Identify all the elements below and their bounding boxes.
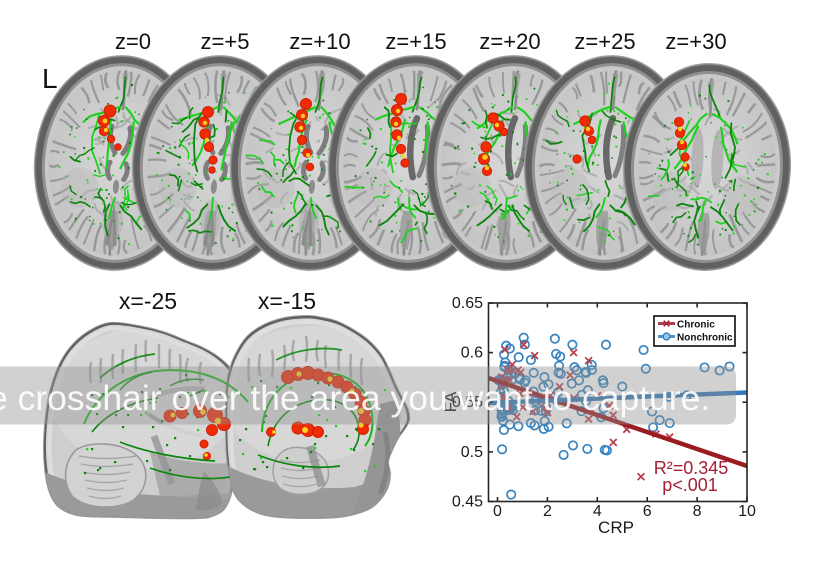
svg-text:Nonchronic: Nonchronic bbox=[677, 333, 733, 344]
svg-text:z=+25: z=+25 bbox=[574, 29, 635, 54]
svg-text:4: 4 bbox=[593, 503, 602, 520]
svg-text:0.55: 0.55 bbox=[452, 394, 483, 411]
svg-text:0: 0 bbox=[493, 503, 502, 520]
svg-text:z=+20: z=+20 bbox=[479, 29, 540, 54]
svg-text:0.6: 0.6 bbox=[461, 345, 483, 362]
svg-text:0.45: 0.45 bbox=[452, 494, 483, 511]
svg-text:2: 2 bbox=[543, 503, 552, 520]
svg-text:L: L bbox=[42, 63, 58, 94]
svg-text:Chronic: Chronic bbox=[677, 320, 715, 331]
svg-text:CRP: CRP bbox=[598, 518, 634, 537]
svg-text:z=+15: z=+15 bbox=[385, 29, 446, 54]
svg-text:z=0: z=0 bbox=[115, 29, 151, 54]
svg-text:8: 8 bbox=[693, 503, 702, 520]
svg-text:0.65: 0.65 bbox=[452, 295, 483, 312]
svg-text:p<.001: p<.001 bbox=[662, 475, 718, 495]
svg-text:FA: FA bbox=[441, 391, 460, 412]
svg-text:0.5: 0.5 bbox=[461, 444, 483, 461]
svg-text:6: 6 bbox=[643, 503, 652, 520]
svg-text:z=+5: z=+5 bbox=[201, 29, 250, 54]
svg-text:R²=0.345: R²=0.345 bbox=[654, 458, 729, 478]
svg-text:x=-25: x=-25 bbox=[119, 288, 177, 314]
svg-text:z=+30: z=+30 bbox=[665, 29, 726, 54]
svg-text:z=+10: z=+10 bbox=[289, 29, 350, 54]
svg-text:x=-15: x=-15 bbox=[258, 288, 316, 314]
svg-text:e crosshair over the area you: e crosshair over the area you want to ca… bbox=[0, 378, 710, 418]
svg-text:10: 10 bbox=[738, 503, 756, 520]
